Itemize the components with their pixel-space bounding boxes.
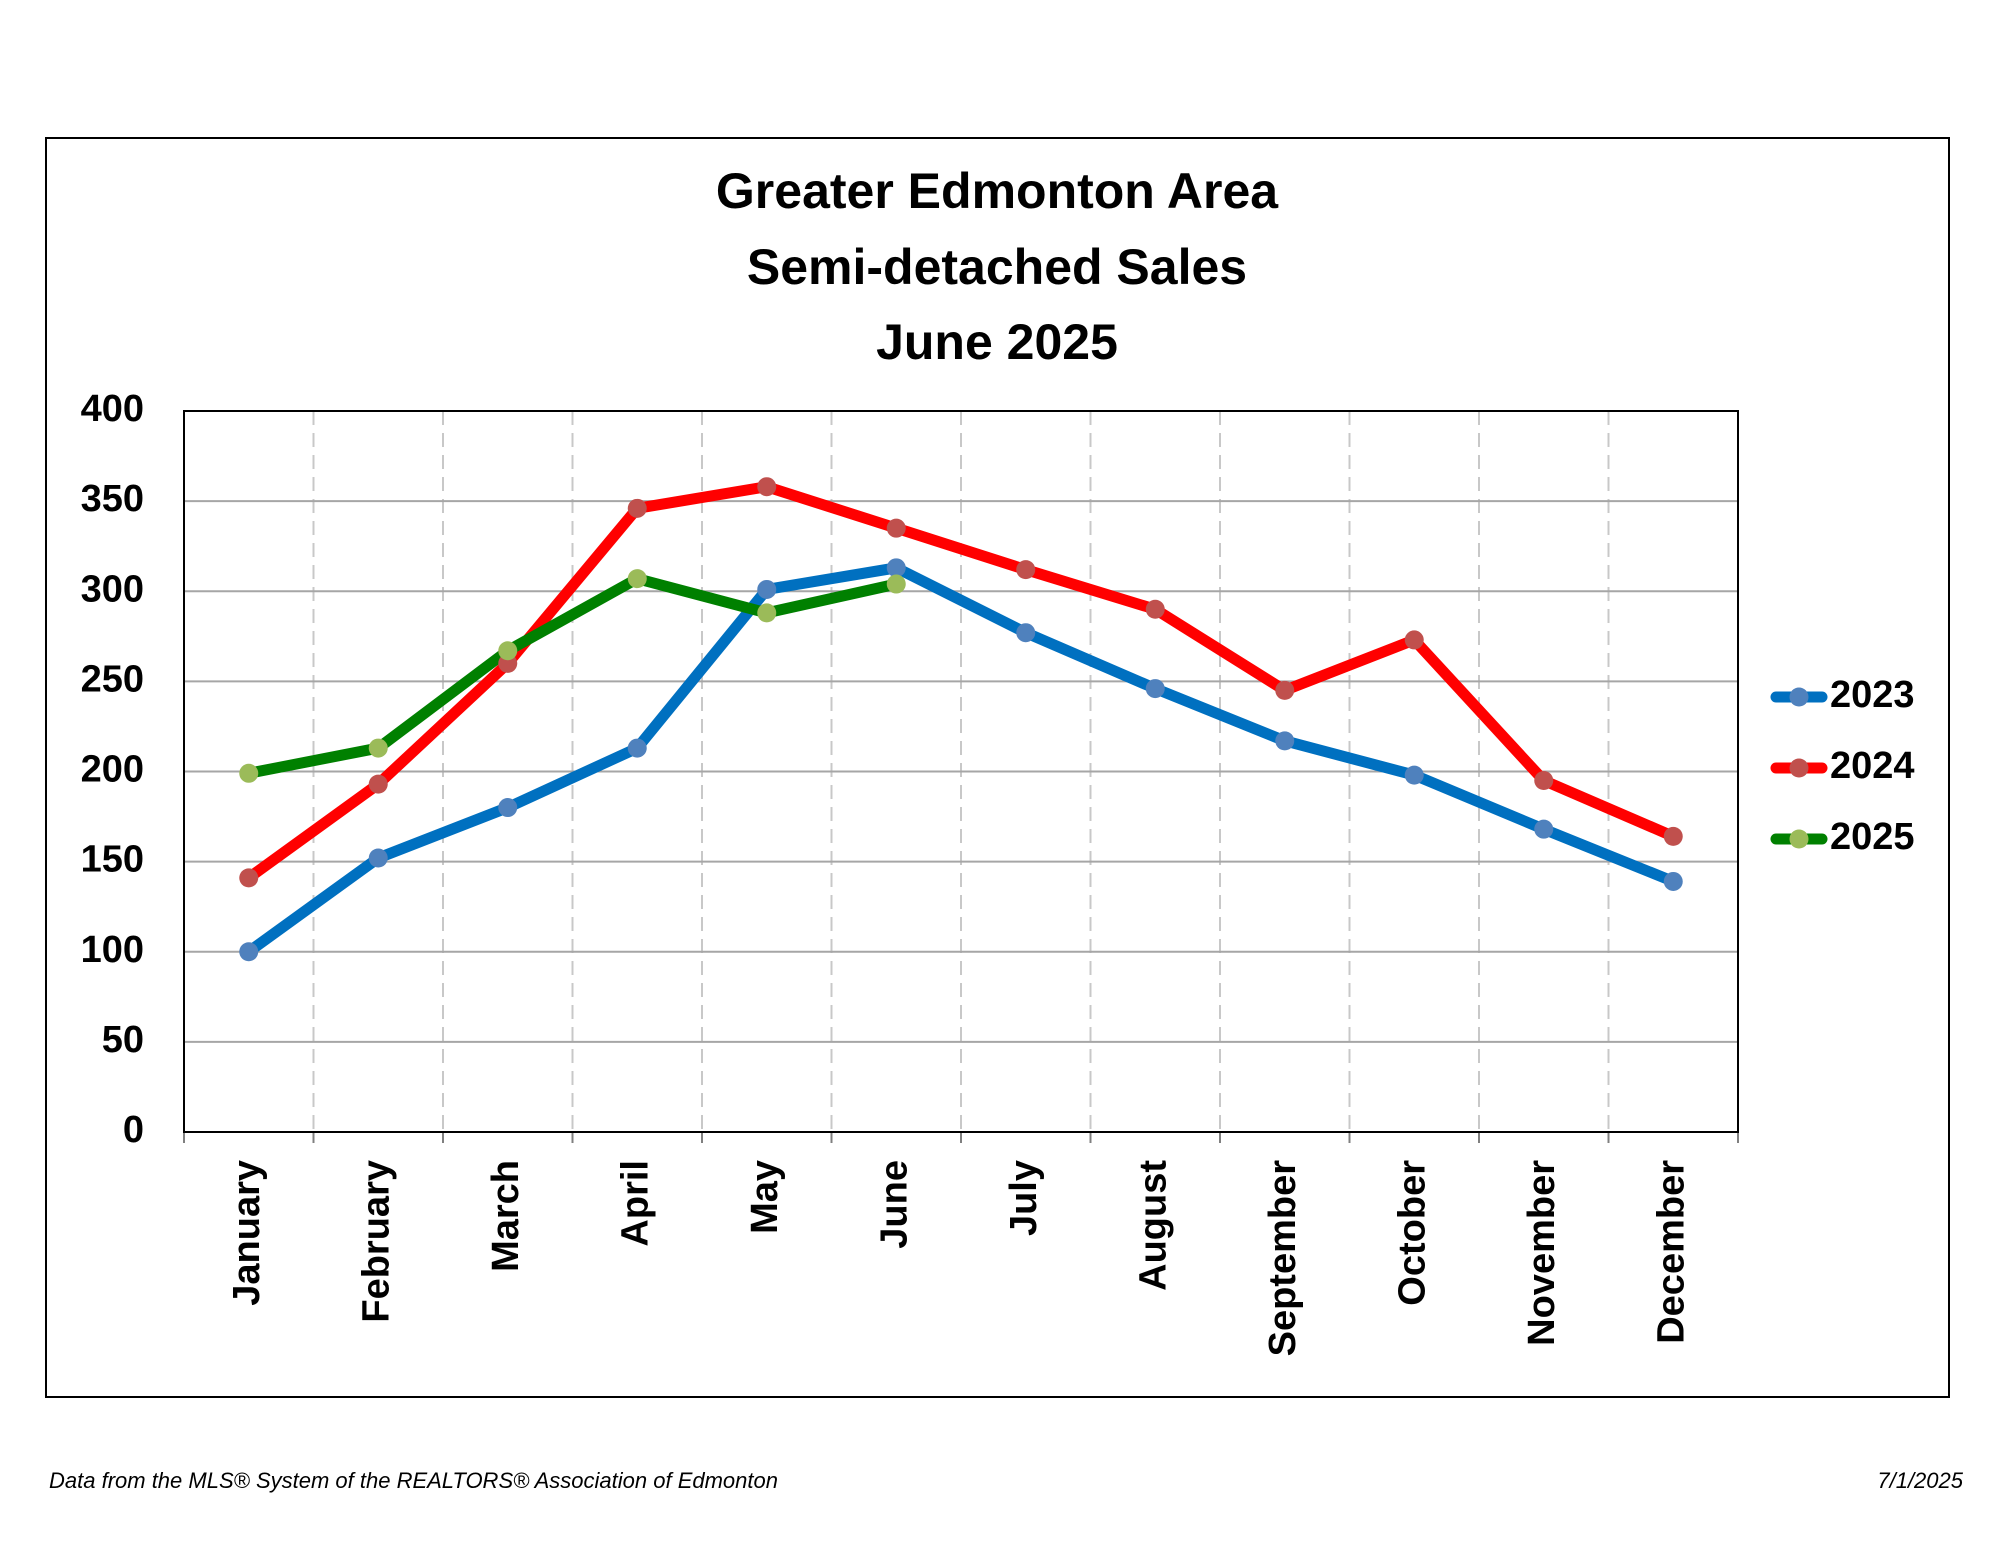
- data-point: [627, 569, 647, 589]
- data-point: [1404, 630, 1424, 650]
- x-tick-label: August: [1132, 1160, 1174, 1291]
- chart-title: Greater Edmonton Area: [716, 163, 1279, 219]
- y-tick-label: 300: [81, 568, 144, 610]
- x-tick-label: April: [614, 1160, 656, 1247]
- data-point: [1534, 771, 1554, 791]
- y-tick-label: 100: [81, 929, 144, 971]
- series-line: [243, 573, 902, 779]
- x-tick-label: November: [1521, 1160, 1563, 1346]
- data-point: [1016, 560, 1036, 580]
- data-point: [627, 738, 647, 758]
- series-line: [243, 481, 1679, 884]
- data-point: [886, 574, 906, 594]
- data-point: [1534, 819, 1554, 839]
- x-tick-label: December: [1650, 1160, 1692, 1344]
- x-tick-label: September: [1262, 1160, 1304, 1357]
- x-tick-label: March: [485, 1160, 527, 1272]
- data-point: [757, 603, 777, 623]
- source-note: Data from the MLS® System of the REALTOR…: [49, 1468, 778, 1493]
- data-point: [498, 641, 518, 661]
- data-point: [1275, 680, 1295, 700]
- data-point: [498, 798, 518, 818]
- data-point: [757, 477, 777, 497]
- y-tick-label: 400: [81, 388, 144, 430]
- data-point: [1145, 679, 1165, 699]
- legend-label: 2025: [1830, 816, 1915, 858]
- chart-title: Semi-detached Sales: [747, 239, 1247, 295]
- x-tick-label: July: [1003, 1160, 1045, 1236]
- x-tick-label: June: [873, 1160, 915, 1249]
- data-point: [368, 774, 388, 794]
- date-note: 7/1/2025: [1877, 1468, 1963, 1493]
- data-point: [368, 738, 388, 758]
- data-point: [1663, 871, 1683, 891]
- data-point: [1016, 623, 1036, 643]
- series-line: [243, 562, 1679, 958]
- y-tick-label: 250: [81, 658, 144, 700]
- y-tick-label: 200: [81, 749, 144, 791]
- legend-marker: [1789, 687, 1809, 707]
- legend-marker: [1789, 758, 1809, 778]
- plot-border: [183, 410, 1739, 1133]
- data-point: [1663, 826, 1683, 846]
- y-tick-label: 350: [81, 478, 144, 520]
- y-tick-label: 0: [123, 1109, 144, 1151]
- legend-label: 2024: [1830, 745, 1915, 787]
- y-tick-label: 150: [81, 839, 144, 881]
- legend-marker: [1789, 829, 1809, 849]
- legend-label: 2023: [1830, 674, 1915, 716]
- chart-title: June 2025: [876, 314, 1118, 370]
- data-point: [1145, 599, 1165, 619]
- data-point: [627, 498, 647, 518]
- data-point: [239, 763, 259, 783]
- data-point: [239, 868, 259, 888]
- x-tick-label: October: [1391, 1160, 1433, 1306]
- data-point: [1275, 731, 1295, 751]
- x-tick-label: May: [744, 1160, 786, 1234]
- x-tick-label: February: [355, 1160, 397, 1323]
- data-point: [239, 942, 259, 962]
- data-point: [757, 579, 777, 599]
- data-point: [886, 518, 906, 538]
- data-point: [368, 848, 388, 868]
- x-tick-label: January: [226, 1160, 268, 1306]
- data-point: [886, 558, 906, 578]
- data-point: [1404, 765, 1424, 785]
- y-tick-label: 50: [102, 1019, 144, 1061]
